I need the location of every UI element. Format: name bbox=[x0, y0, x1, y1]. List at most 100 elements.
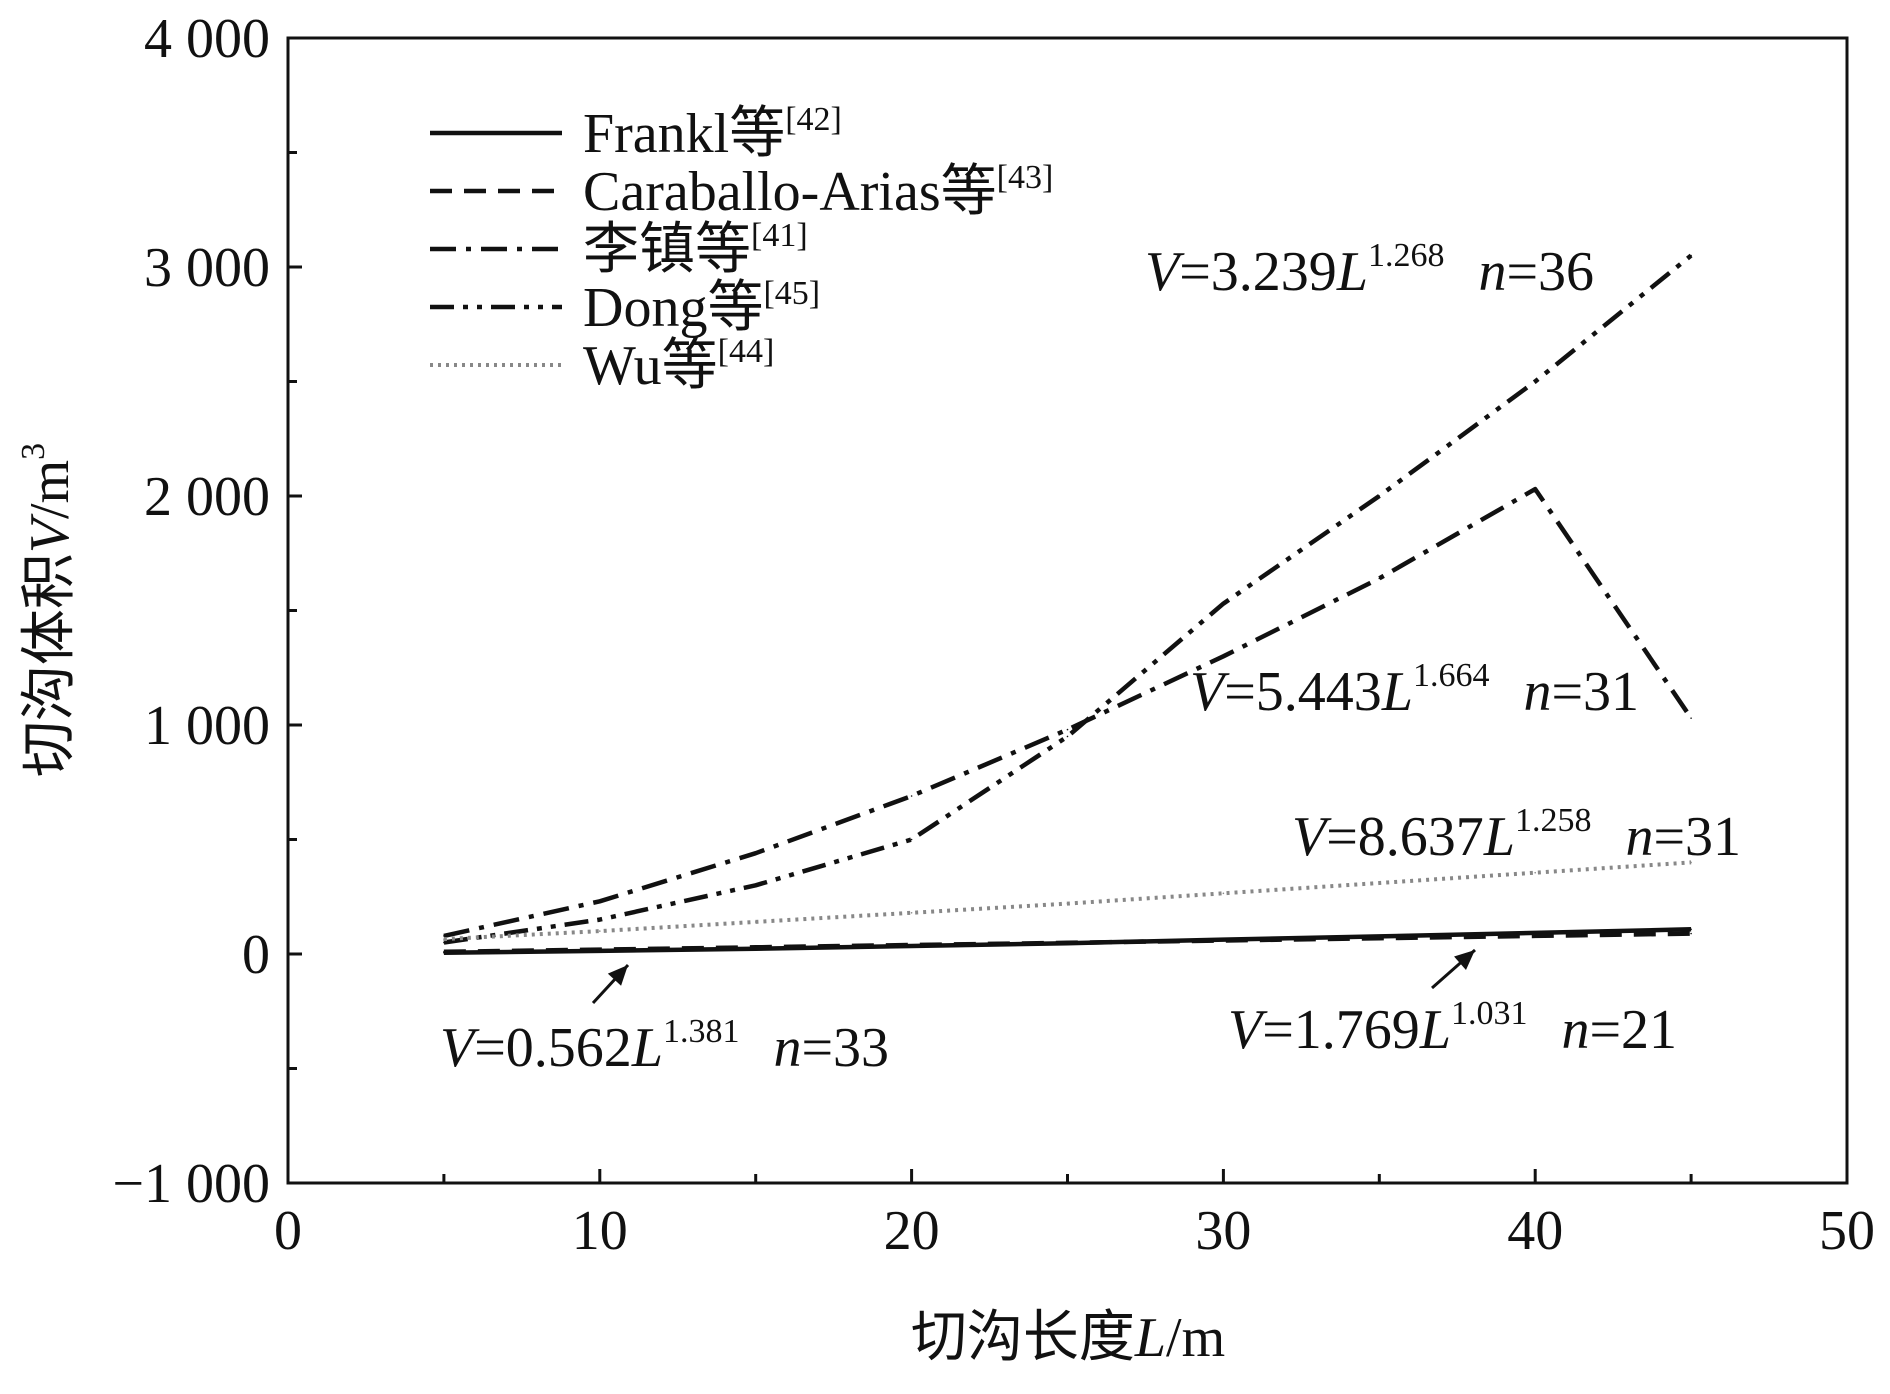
equation-annotation: V=5.443L1.664 n=31 bbox=[1190, 657, 1639, 723]
y-tick-label: 4 000 bbox=[144, 8, 270, 70]
series-4-point bbox=[754, 921, 757, 923]
series-line-2 bbox=[443, 486, 1693, 939]
series-4-point bbox=[1534, 871, 1536, 874]
legend-reference: [44] bbox=[718, 333, 775, 370]
series-2-point bbox=[1534, 488, 1536, 490]
series-4-point bbox=[1222, 892, 1225, 895]
eq-variable: V bbox=[1190, 661, 1230, 723]
series-1-point bbox=[1222, 939, 1225, 942]
series-1-point bbox=[754, 946, 757, 949]
series-2-point bbox=[910, 795, 913, 797]
legend-label: Wu等[44] bbox=[583, 333, 774, 397]
series-1-point bbox=[599, 948, 601, 951]
legend-label: Caraballo-Arias等[43] bbox=[583, 159, 1053, 223]
eq-variable: V bbox=[1292, 806, 1332, 868]
series-1-point bbox=[1534, 935, 1536, 937]
series-4-point bbox=[910, 911, 913, 914]
eq-length-variable: L bbox=[1336, 241, 1368, 303]
legend-label: 李镇等[41] bbox=[583, 217, 808, 281]
series-4-point bbox=[443, 938, 445, 940]
legend: Frankl等[42]Caraballo-Arias等[43]李镇等[41]Do… bbox=[430, 101, 1053, 397]
equation-annotation: V=0.562L1.381 n=33 bbox=[440, 1013, 889, 1079]
series-3-point bbox=[910, 838, 913, 841]
y-tick-label: 2 000 bbox=[144, 466, 270, 528]
x-tick-label: 10 bbox=[572, 1200, 628, 1262]
eq-coefficient: =5.443 bbox=[1224, 661, 1382, 723]
series-4-point bbox=[1378, 882, 1381, 884]
legend-series-name: Wu等 bbox=[583, 335, 718, 397]
y-axis-title-main: 切沟体积 bbox=[19, 553, 81, 777]
series-3-point bbox=[1690, 254, 1692, 257]
series-0-point bbox=[1690, 928, 1692, 931]
series-1-point bbox=[1690, 932, 1692, 935]
y-tick-label: −1 000 bbox=[112, 1153, 270, 1215]
series-2-point bbox=[754, 852, 757, 855]
x-axis-title-variable: L bbox=[1134, 1307, 1166, 1369]
eq-sample-variable: n bbox=[1523, 661, 1551, 723]
eq-coefficient: =0.562 bbox=[474, 1017, 632, 1079]
eq-variable: V bbox=[440, 1017, 480, 1079]
series-3-point bbox=[1222, 602, 1225, 605]
eq-sample-variable: n bbox=[773, 1017, 801, 1079]
equation-annotation: V=3.239L1.268 n=36 bbox=[1145, 237, 1594, 303]
series-0-point bbox=[1534, 932, 1536, 934]
eq-sample-count: =31 bbox=[1551, 661, 1639, 723]
eq-sample-count: =33 bbox=[801, 1017, 889, 1079]
x-axis-title: 切沟长度L/m bbox=[911, 1307, 1225, 1369]
eq-coefficient: =3.239 bbox=[1179, 241, 1337, 303]
series-2-point bbox=[1066, 728, 1069, 731]
x-tick-label: 20 bbox=[884, 1200, 940, 1262]
series-1-point bbox=[443, 951, 445, 953]
x-axis-title-unit: /m bbox=[1166, 1307, 1225, 1369]
eq-exponent: 1.258 bbox=[1515, 802, 1592, 839]
eq-coefficient: =1.769 bbox=[1262, 999, 1420, 1061]
legend-reference: [45] bbox=[763, 275, 820, 312]
series-3-point bbox=[1534, 380, 1536, 383]
x-tick-label: 40 bbox=[1507, 1200, 1563, 1262]
series-2-point bbox=[599, 900, 601, 903]
y-tick-label: 1 000 bbox=[144, 695, 270, 757]
eq-exponent: 1.031 bbox=[1451, 995, 1528, 1032]
eq-coefficient: =8.637 bbox=[1326, 806, 1484, 868]
x-tick-label: 50 bbox=[1819, 1200, 1875, 1262]
legend-label: Frankl等[42] bbox=[583, 101, 842, 165]
legend-label: Dong等[45] bbox=[583, 275, 820, 339]
series-4-point bbox=[1066, 902, 1069, 905]
eq-exponent: 1.664 bbox=[1413, 657, 1490, 694]
series-4-point bbox=[599, 930, 601, 932]
caraballo-arrow bbox=[1431, 948, 1476, 990]
legend-reference: [43] bbox=[997, 159, 1054, 196]
eq-length-variable: L bbox=[631, 1017, 663, 1079]
eq-length-variable: L bbox=[1419, 999, 1451, 1061]
legend-series-name: Caraballo-Arias等 bbox=[583, 161, 997, 223]
y-axis-title-unit: /m bbox=[19, 460, 81, 519]
eq-sample-variable: n bbox=[1625, 806, 1653, 868]
y-axis-title-variable: V bbox=[19, 513, 81, 553]
legend-series-name: Frankl等 bbox=[583, 103, 785, 165]
series-2-point bbox=[1690, 717, 1692, 719]
eq-variable: V bbox=[1145, 241, 1185, 303]
y-tick-label: 0 bbox=[242, 924, 270, 986]
y-tick-label: 3 000 bbox=[144, 237, 270, 299]
series-3-point bbox=[443, 941, 445, 944]
eq-sample-count: =21 bbox=[1589, 999, 1677, 1061]
legend-series-name: Dong等 bbox=[583, 277, 763, 339]
series-4-point bbox=[1690, 861, 1692, 864]
eq-length-variable: L bbox=[1483, 806, 1515, 868]
eq-length-variable: L bbox=[1381, 661, 1413, 723]
eq-exponent: 1.381 bbox=[663, 1013, 740, 1050]
eq-sample-variable: n bbox=[1478, 241, 1506, 303]
series-3-point bbox=[754, 884, 757, 887]
series-2-point bbox=[443, 935, 445, 937]
series-1-point bbox=[910, 944, 913, 946]
eq-sample-count: =36 bbox=[1506, 241, 1594, 303]
series-3-point bbox=[599, 918, 601, 921]
series-lines bbox=[443, 253, 1693, 955]
series-1-point bbox=[1378, 937, 1381, 939]
legend-reference: [42] bbox=[785, 101, 842, 138]
series-2-point bbox=[1378, 577, 1381, 580]
legend-series-name: 李镇等 bbox=[583, 219, 751, 281]
x-axis-title-main: 切沟长度 bbox=[911, 1307, 1135, 1369]
